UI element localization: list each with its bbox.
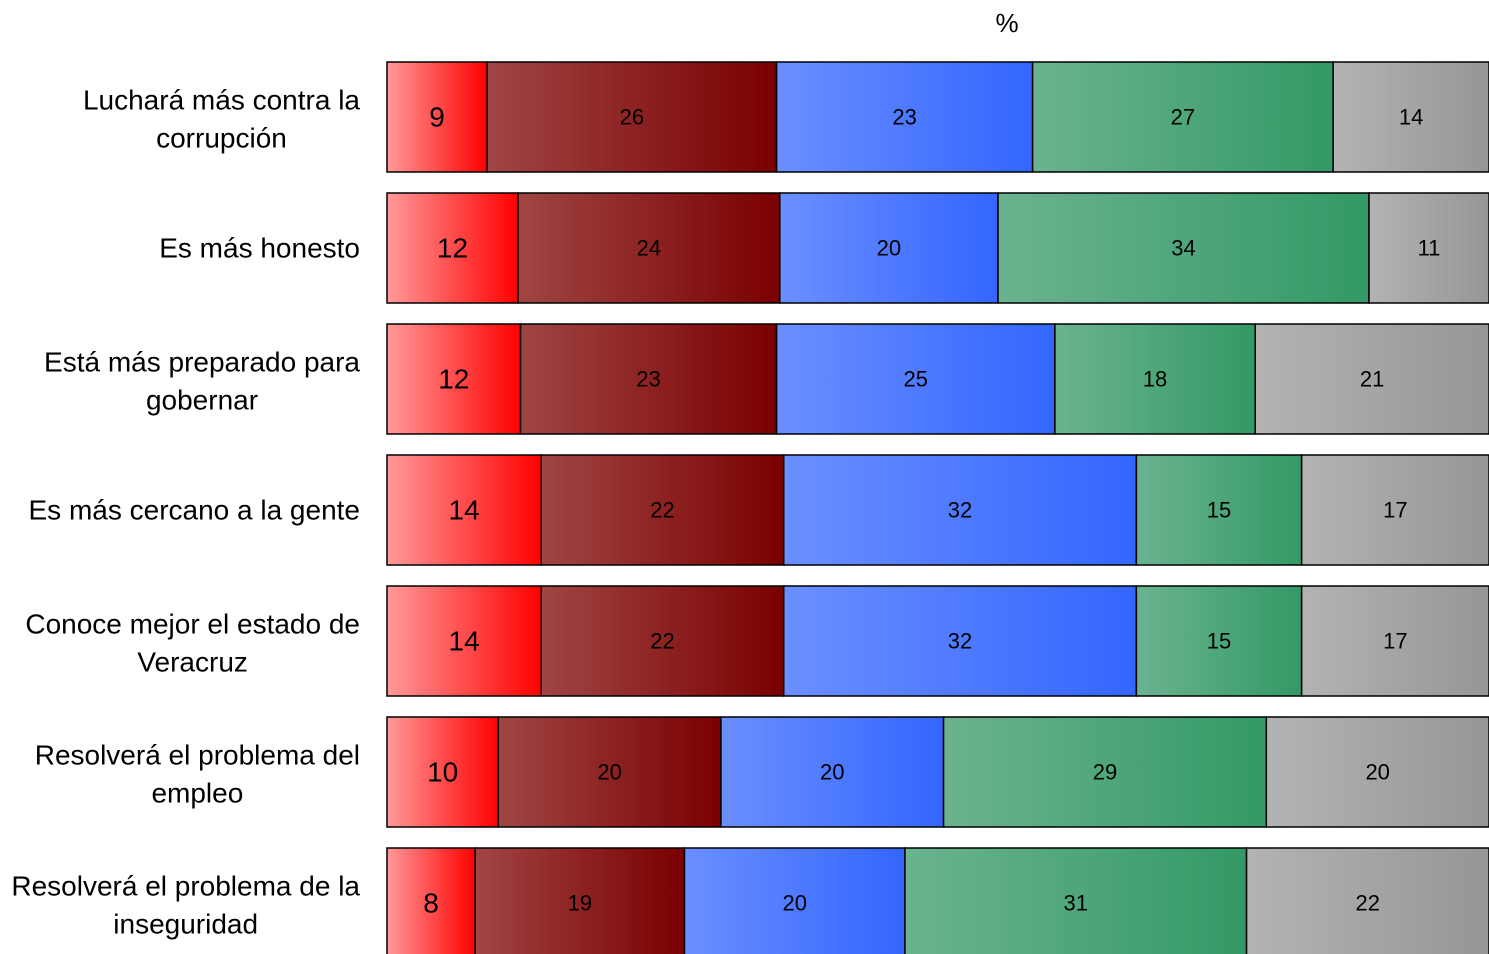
data-label: 18 [1143,367,1167,392]
data-label: 20 [782,891,806,916]
category-label: Conoce mejor el estado de Veracruz [25,609,360,678]
bar-segment [942,716,1268,828]
bar-segment [386,323,522,435]
bar-segment [1332,61,1489,173]
bar-segment [1254,323,1489,435]
bar-segment [683,847,906,954]
bar-segment [775,323,1056,435]
data-label: 20 [597,760,621,785]
data-label: 8 [423,888,439,919]
bar-segment [540,454,785,566]
data-label: 10 [427,757,458,788]
data-label: 24 [637,236,661,261]
data-label: 22 [650,498,674,523]
bar-row: 8 19 20 31 22 [386,847,1489,954]
bar-segment [540,585,785,697]
bar-segment [386,716,500,828]
data-label: 22 [1356,891,1380,916]
bar-segment [486,61,778,173]
bar-segment [1245,847,1489,954]
data-label: 23 [892,105,916,130]
data-label: 14 [1399,105,1423,130]
category-label: Está más preparado para gobernar [44,347,360,416]
data-label: 20 [820,760,844,785]
category-label: Resolverá el problema de la inseguridad [11,871,360,940]
data-label: 32 [948,629,972,654]
category-labels-group: Luchará más contra la corrupción Es más ho… [11,85,360,940]
data-label: 15 [1207,498,1231,523]
data-label: 12 [438,364,469,395]
bar-segment [1135,585,1303,697]
data-label: 21 [1360,367,1384,392]
bar-segment [386,192,519,304]
bar-segment [1265,716,1489,828]
category-label: Es más cercano a la gente [28,495,360,526]
bar-segment [1300,585,1489,697]
bar-segment [1368,192,1489,304]
bar-segment [782,585,1138,697]
bar-segment [386,61,488,173]
bar-row: 14 22 32 15 17 [386,454,1489,566]
bar-segment [1300,454,1489,566]
bar-segment [1031,61,1334,173]
data-label: 32 [948,498,972,523]
category-label: Es más honesto [159,233,360,264]
data-label: 22 [650,629,674,654]
data-label: 20 [1365,760,1389,785]
data-label: 14 [449,495,480,526]
data-label: 17 [1383,498,1407,523]
bar-row: 9 26 23 27 14 [386,61,1489,173]
bar-row: 12 23 25 18 21 [386,323,1489,435]
data-label: 20 [877,236,901,261]
bar-segment [1135,454,1303,566]
data-label: 15 [1207,629,1231,654]
data-label: 34 [1171,236,1195,261]
bar-row: 10 20 20 29 20 [386,716,1489,828]
bar-segment [519,323,778,435]
data-label: 17 [1383,629,1407,654]
axis-unit-label: % [995,8,1018,38]
bar-segment [497,716,722,828]
bar-segment [386,585,543,697]
data-label: 14 [449,626,480,657]
bar-segment [386,847,476,954]
data-label: 29 [1093,760,1117,785]
bar-segment [775,61,1034,173]
data-label: 27 [1171,105,1195,130]
bar-segment [904,847,1248,954]
data-label: 26 [620,105,644,130]
data-label: 9 [429,102,445,133]
data-label: 23 [636,367,660,392]
data-label: 19 [568,891,592,916]
bar-row: 12 24 20 34 11 [386,192,1489,304]
bar-segment [517,192,781,304]
data-label: 25 [903,367,927,392]
data-label: 31 [1064,891,1088,916]
bar-segment [1054,323,1256,435]
data-label: 12 [437,233,468,264]
bar-row: 14 22 32 15 17 [386,585,1489,697]
category-label: Luchará más contra la corrupción [83,85,360,154]
data-label: 11 [1418,236,1441,261]
category-label: Resolverá el problema del empleo [35,740,360,809]
bar-segment [474,847,686,954]
